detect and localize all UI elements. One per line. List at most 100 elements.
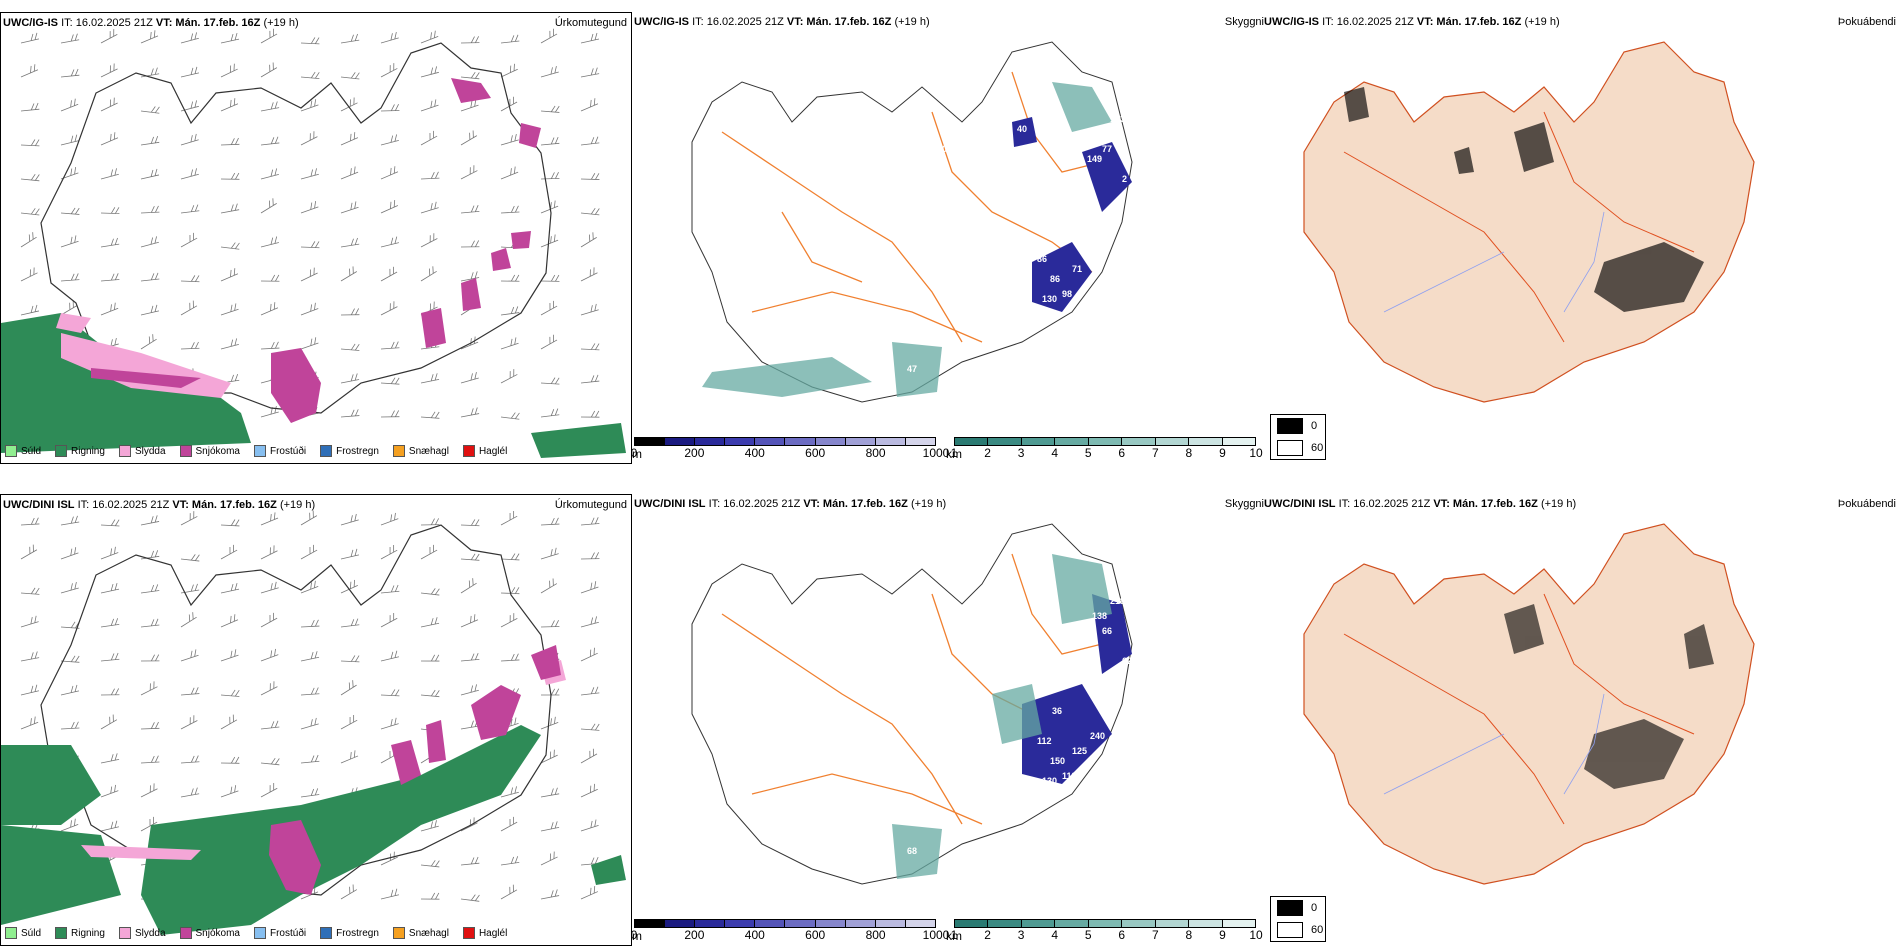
wind-barb — [540, 889, 560, 900]
wind-barb — [180, 133, 199, 146]
precip-legend: Súld Rigning Slydda Snjókoma Frostúði Frostre… — [5, 445, 507, 457]
wind-barb — [460, 165, 478, 180]
visibility-value-label: 62 — [1122, 656, 1132, 666]
visibility-value-label: 77 — [1102, 144, 1112, 154]
wind-barb — [100, 302, 119, 316]
wind-barb — [580, 98, 599, 112]
colorbar-segment — [1155, 920, 1190, 927]
legend-swatch — [179, 445, 192, 457]
wind-barb — [340, 548, 360, 560]
wind-barb — [260, 198, 277, 214]
visibility-value-label: 47 — [907, 364, 917, 374]
wind-barb — [100, 714, 118, 730]
wind-barb — [340, 714, 358, 730]
colorbar-tick-label: 3 — [1017, 928, 1025, 942]
wind-barb — [420, 860, 440, 868]
legend-label: Snjókoma — [195, 927, 240, 939]
fog-legend-label: 60 — [1311, 442, 1324, 454]
legend-item: Rigning — [55, 445, 105, 457]
legend-item: Rigning — [55, 927, 105, 939]
wind-barb — [540, 547, 559, 560]
wind-barb — [420, 130, 438, 146]
colorbar-segment — [1189, 920, 1223, 927]
wind-barb — [420, 892, 440, 900]
wind-barb — [380, 104, 400, 112]
legend-label: Haglél — [478, 445, 508, 457]
wind-barb — [260, 168, 279, 180]
road-network — [1343, 111, 1695, 343]
colorbar-tick-label: 10 — [1249, 928, 1263, 942]
visibility-value-label: 130 — [1042, 294, 1057, 304]
wind-barb — [300, 580, 319, 594]
legend-item: Snjókoma — [179, 445, 240, 457]
wind-barb — [20, 232, 37, 248]
legend-item: Slydda — [118, 927, 166, 939]
wind-barb — [260, 512, 279, 526]
legend-item: Frostregn — [320, 927, 379, 939]
colorbar-segment — [815, 438, 846, 445]
wind-barb — [380, 166, 399, 180]
legend-swatch — [462, 445, 475, 457]
wind-barb — [460, 407, 480, 418]
wind-barb — [380, 650, 400, 662]
visibility-value-label: 98 — [1062, 289, 1072, 299]
panel-title: UWC/IG-IS IT: 16.02.2025 21Z VT: Mán. 17… — [634, 16, 930, 28]
colorbar-segment — [875, 438, 906, 445]
wind-barb — [100, 652, 120, 662]
wind-barb — [180, 232, 198, 248]
wind-barb — [340, 308, 360, 316]
wind-barb — [180, 583, 200, 594]
wind-barb — [340, 72, 360, 80]
wind-barb — [340, 237, 360, 248]
colorbar-segment — [1088, 438, 1123, 445]
wind-barb — [500, 166, 519, 180]
wind-barb — [340, 579, 358, 594]
legend-label: Slydda — [134, 927, 166, 939]
wind-barb — [460, 204, 480, 214]
wind-barb — [100, 618, 120, 628]
wind-barb — [60, 98, 79, 112]
wind-barb — [20, 139, 40, 147]
wind-barb — [260, 681, 278, 696]
colorbar-segment — [635, 438, 666, 445]
wind-barb — [540, 517, 560, 526]
wind-barb — [340, 132, 359, 146]
wind-barb — [260, 341, 280, 350]
wind-barb — [500, 34, 520, 44]
wind-barb — [380, 613, 398, 628]
colorbar-tick-label: 7 — [1151, 446, 1159, 460]
legend-item: Súld — [5, 445, 41, 457]
colorbar-segment — [1055, 920, 1089, 927]
wind-barb — [140, 681, 158, 696]
wind-barb — [300, 302, 319, 316]
wind-barb — [300, 267, 318, 282]
wind-barb — [380, 63, 398, 78]
wind-barb — [340, 201, 359, 214]
wind-barb — [340, 343, 360, 351]
wind-barb — [20, 32, 40, 44]
panel-variable: Skyggni — [1224, 16, 1264, 28]
colorbar-segment — [785, 920, 816, 927]
visibility-km-colorbar: 1 2 3 4 5 6 7 8 9 10 km — [946, 919, 1263, 943]
legend-swatch — [118, 927, 131, 939]
wind-barb — [420, 30, 439, 44]
colorbar-tick-label: 2 — [984, 928, 991, 942]
wind-barb — [220, 519, 240, 527]
colorbar-segment — [1021, 438, 1056, 445]
legend-label: Haglél — [478, 927, 508, 939]
wind-barb — [220, 32, 240, 44]
fog-legend-swatch — [1277, 440, 1303, 456]
visibility-value-label: 13 — [1087, 636, 1097, 646]
wind-barb — [420, 233, 438, 248]
wind-barb — [180, 687, 200, 696]
legend-swatch — [55, 927, 68, 939]
visibility-value-label: 149 — [1087, 154, 1102, 164]
colorbar-segment — [695, 920, 726, 927]
wind-barb — [300, 37, 320, 45]
wind-barb — [500, 816, 518, 832]
fog-legend-row: 0 — [1271, 897, 1325, 919]
colorbar-tick-label: 600 — [805, 446, 826, 460]
